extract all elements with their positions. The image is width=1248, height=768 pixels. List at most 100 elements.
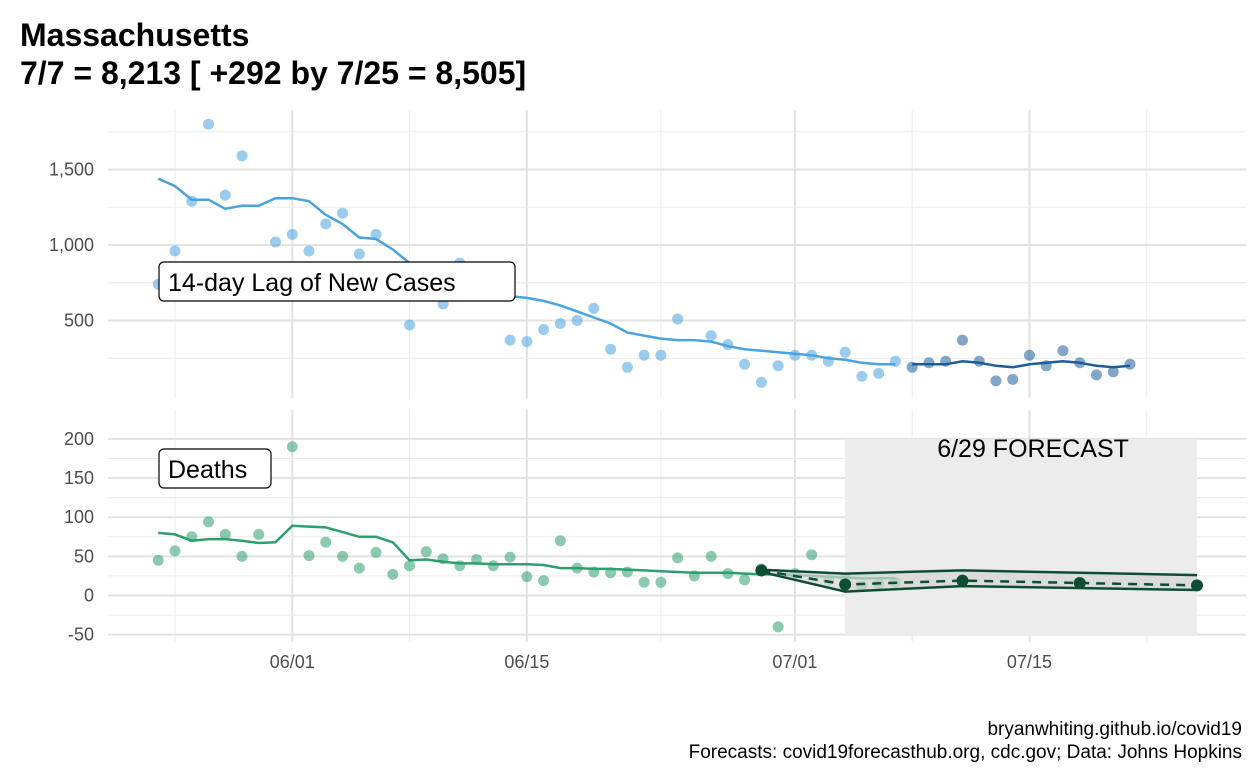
cases-observed-point [638, 349, 650, 361]
deaths-observed-point [286, 441, 298, 453]
deaths-observed-point [638, 576, 650, 588]
y-tick-label: 0 [84, 586, 94, 606]
deaths-label-text: Deaths [168, 456, 247, 484]
cases-observed-point [320, 218, 332, 230]
cases-observed-point [286, 228, 298, 240]
title-summary: 7/7 = 8,213 [ +292 by 7/25 = 8,505] [20, 55, 527, 91]
deaths-observed-point [404, 560, 416, 572]
deaths-observed-point [538, 575, 550, 587]
cases-observed-point [370, 228, 382, 240]
forecast-point [755, 564, 768, 577]
caption-sources: Forecasts: covid19forecasthub.org, cdc.g… [688, 742, 1242, 763]
cases-observed-point [270, 236, 282, 248]
deaths-observed-point [219, 528, 231, 540]
cases-recent-point [1090, 369, 1102, 381]
cases-observed-point [755, 376, 767, 388]
deaths-observed-point [521, 571, 533, 583]
forecast-ribbon [761, 569, 1197, 592]
deaths-observed-point [152, 554, 164, 566]
cases-recent-line [912, 360, 1131, 369]
cases-observed-point [672, 313, 684, 325]
deaths-observed-point [387, 568, 399, 580]
cases-observed-point [404, 319, 416, 331]
forecast-upper-line [761, 568, 1198, 577]
deaths-observed-point [672, 552, 684, 564]
deaths-observed-point [169, 545, 181, 557]
deaths-observed-point [705, 550, 717, 562]
deaths-observed-point [253, 528, 265, 540]
cases-recent-point [1007, 373, 1019, 385]
deaths-observed-point [337, 550, 349, 562]
cases-observed-point [538, 324, 550, 336]
y-tick-label: 150 [64, 468, 94, 488]
cases-recent-point [1057, 345, 1069, 357]
deaths-observed-point [554, 535, 566, 547]
forecast-band [845, 438, 1197, 635]
deaths-observed-point [203, 516, 215, 528]
deaths-observed-point [303, 550, 315, 562]
y-tick-label: 1,000 [49, 235, 94, 255]
cases-observed-point [772, 360, 784, 372]
cases-panel-label: 14-day Lag of New Cases [158, 261, 516, 302]
deaths-label-box [158, 448, 272, 489]
forecast-point-line [761, 569, 1198, 587]
cases-recent-point [1124, 358, 1136, 370]
cases-observed-point [571, 315, 583, 326]
cases-observed-point [705, 330, 717, 342]
y-tick-label: 200 [64, 429, 94, 449]
y-tick-label: 500 [64, 311, 94, 331]
cases-observed-line [157, 177, 896, 366]
cases-observed-point [219, 189, 231, 201]
cases-observed-point [303, 245, 315, 257]
y-tick-label: -50 [68, 625, 94, 645]
x-tick-label: 06/15 [504, 652, 549, 672]
deaths-observed-point [739, 574, 751, 586]
cases-observed-point [856, 370, 868, 382]
cases-recent-point [1023, 349, 1035, 361]
chart-caption: bryanwhiting.github.io/covid19 Forecasts… [689, 718, 1242, 764]
deaths-observed-point [487, 560, 499, 572]
forecast-point [839, 578, 852, 591]
cases-recent-point [956, 334, 968, 346]
y-tick-label: 50 [74, 546, 94, 566]
cases-observed-point [337, 207, 349, 219]
cases-observed-point [739, 358, 751, 370]
deaths-observed-point [655, 576, 667, 588]
y-tick-label: 1,500 [49, 160, 94, 180]
cases-observed-point [605, 343, 617, 355]
cases-label-text: 14-day Lag of New Cases [168, 269, 456, 297]
deaths-panel: -50 0 50 100 150 200 6/29 FORECAST Deaths [64, 410, 1246, 645]
cases-observed-point [588, 302, 600, 314]
cases-observed-point [521, 336, 533, 348]
forecast-point [956, 574, 969, 587]
deaths-observed-point [621, 566, 633, 578]
deaths-observed-point [236, 550, 248, 562]
cases-observed-point [554, 318, 566, 330]
cases-observed-point [504, 334, 516, 346]
x-tick-label: 07/01 [772, 652, 817, 672]
cases-observed-point [353, 248, 365, 260]
title-state: Massachusetts [20, 17, 250, 53]
chart-title: Massachusetts 7/7 = 8,213 [ +292 by 7/25… [20, 16, 526, 92]
deaths-observed-point [320, 536, 332, 548]
cases-panel: 500 1,000 1,500 14-day Lag of New Cases [49, 110, 1246, 398]
cases-observed-point [839, 346, 851, 358]
cases-observed-point [873, 367, 885, 379]
x-tick-label: 06/01 [270, 652, 315, 672]
cases-observed-point [203, 118, 215, 130]
cases-label-box [158, 261, 516, 302]
caption-url: bryanwhiting.github.io/covid19 [987, 719, 1242, 740]
deaths-observed-point [370, 546, 382, 558]
cases-observed-point [655, 349, 667, 361]
deaths-observed-point [772, 621, 784, 633]
cases-observed-point [236, 150, 248, 162]
x-tick-label: 07/15 [1007, 652, 1052, 672]
deaths-observed-point [420, 546, 432, 558]
x-axis: 06/01 06/15 07/01 07/15 [270, 652, 1052, 672]
cases-recent-point [990, 375, 1002, 387]
cases-observed-point [621, 361, 633, 373]
forecast-point [1073, 576, 1086, 589]
forecast-label: 6/29 FORECAST [937, 435, 1129, 463]
cases-observed-point [169, 245, 181, 257]
